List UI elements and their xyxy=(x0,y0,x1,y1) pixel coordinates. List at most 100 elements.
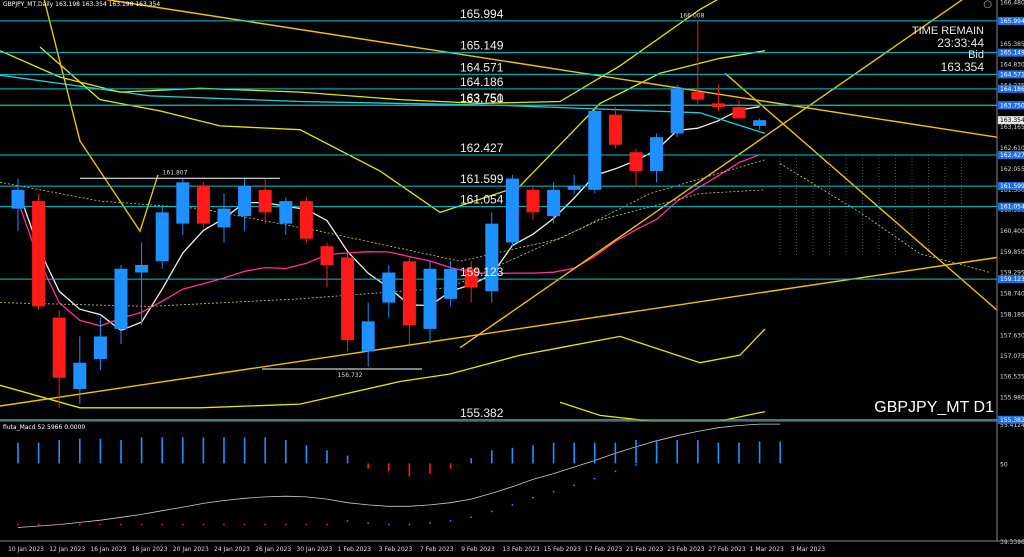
price-tick: 157.630 xyxy=(1000,332,1024,339)
candle-body[interactable] xyxy=(176,182,190,224)
envelope-lower-2 xyxy=(559,401,766,422)
time-tick: 13 Feb 2023 xyxy=(502,546,540,553)
candle-body[interactable] xyxy=(135,265,149,273)
price-tick: 158.740 xyxy=(1000,291,1024,298)
price-tick: 159.295 xyxy=(1000,270,1024,277)
level-label: 164.186 xyxy=(460,75,504,89)
candle-body[interactable] xyxy=(299,201,313,239)
candle-body[interactable] xyxy=(155,212,169,262)
macd-panel: 55.4124 50 39.3396 xyxy=(17,422,1024,546)
candle-body[interactable] xyxy=(608,114,622,145)
candle-body[interactable] xyxy=(711,103,725,108)
candle-body[interactable] xyxy=(464,268,478,288)
candle-body[interactable] xyxy=(341,257,355,341)
price-tag xyxy=(998,16,1024,25)
candle-body[interactable] xyxy=(217,208,231,228)
candle-body[interactable] xyxy=(52,317,66,378)
price-tick: 162.055 xyxy=(1000,166,1024,173)
swing-label: 156.732 xyxy=(338,372,363,379)
macd-dot xyxy=(264,523,267,526)
price-tag xyxy=(998,275,1024,284)
price-axis: 166.480165.940165.385164.830164.275163.7… xyxy=(0,0,1024,542)
macd-signal-line xyxy=(17,423,781,528)
level-label: 164.571 xyxy=(460,60,504,74)
macd-dot xyxy=(181,523,184,526)
price-tick: 156.535 xyxy=(1000,373,1024,380)
candle-body[interactable] xyxy=(753,120,767,126)
candle-body[interactable] xyxy=(423,268,437,329)
macd-bar xyxy=(470,458,472,464)
time-tick: 20 Jan 2023 xyxy=(173,546,209,553)
current-price-tag xyxy=(998,116,1024,125)
macd-dot xyxy=(429,522,431,524)
candle-body[interactable] xyxy=(526,189,540,213)
macd-dot xyxy=(223,523,225,526)
candle-body[interactable] xyxy=(382,272,396,303)
candle-body[interactable] xyxy=(238,186,252,217)
candle-body[interactable] xyxy=(691,92,705,100)
candle-body[interactable] xyxy=(196,186,210,224)
price-tag-text: 161.599 xyxy=(1000,183,1024,190)
candle-body[interactable] xyxy=(320,246,334,266)
candle-body[interactable] xyxy=(279,201,293,224)
candle-body[interactable] xyxy=(732,107,746,119)
level-label: 163.750 xyxy=(460,91,504,105)
macd-dot xyxy=(779,441,782,444)
macd-bar xyxy=(491,450,493,464)
macd-bar xyxy=(17,442,19,464)
macd-bar xyxy=(388,463,390,472)
price-tick: 163.165 xyxy=(1000,124,1024,131)
time-tick: 10 Jan 2023 xyxy=(8,546,44,553)
price-tag-text: 164.571 xyxy=(1000,71,1024,78)
time-remain-value: 23:33:44 xyxy=(937,36,984,50)
price-tick: 165.385 xyxy=(1000,41,1024,48)
macd-dot xyxy=(161,523,164,526)
macd-bar xyxy=(594,442,596,464)
trend-line xyxy=(459,0,964,349)
close-icon[interactable]: ○ xyxy=(983,0,992,10)
candle-body[interactable] xyxy=(588,110,602,190)
candle-body[interactable] xyxy=(258,189,272,213)
candle-body[interactable] xyxy=(11,189,25,209)
time-tick: 7 Feb 2023 xyxy=(420,546,454,553)
candle-body[interactable] xyxy=(114,268,128,329)
macd-dot xyxy=(573,484,576,487)
macd-bar xyxy=(573,442,575,464)
macd-dot xyxy=(532,496,534,499)
macd-bar xyxy=(346,455,349,464)
macd-bar xyxy=(511,447,514,464)
price-tag-text: 165.149 xyxy=(1000,50,1024,57)
macd-bar xyxy=(120,439,122,464)
macd-bar xyxy=(614,442,617,464)
candle-body[interactable] xyxy=(93,336,107,359)
time-axis: 10 Jan 2023 12 Jan 2023 16 Jan 2023 18 Jan … xyxy=(8,546,825,553)
candle-body[interactable] xyxy=(547,189,561,217)
macd-header: fiuta_Macd 52.5966 0.0000 xyxy=(3,424,85,431)
macd-tick: 55.4124 xyxy=(1000,422,1024,429)
macd-bar xyxy=(99,438,102,464)
price-tick: 159.850 xyxy=(1000,249,1024,256)
candle-body[interactable] xyxy=(444,268,458,299)
price-tag-text: 155.382 xyxy=(1000,417,1024,424)
candle-body[interactable] xyxy=(402,261,416,326)
macd-dot xyxy=(758,441,761,444)
macd-bar xyxy=(326,450,328,464)
candle-body[interactable] xyxy=(650,137,664,172)
macd-bar xyxy=(429,463,431,474)
candle-body[interactable] xyxy=(32,201,46,307)
macd-dot xyxy=(202,523,205,526)
macd-dot xyxy=(655,458,658,460)
candle-body[interactable] xyxy=(73,362,87,390)
candle-body[interactable] xyxy=(567,186,581,190)
candle-body[interactable] xyxy=(505,178,519,243)
macd-tick: 39.3396 xyxy=(1000,539,1024,546)
candle-body[interactable] xyxy=(629,152,643,172)
candlesticks[interactable] xyxy=(11,20,767,408)
macd-dot xyxy=(449,520,452,522)
candle-body[interactable] xyxy=(485,223,499,292)
level-label: 161.054 xyxy=(460,193,504,207)
candle-body[interactable] xyxy=(670,88,684,134)
candle-body[interactable] xyxy=(361,321,375,352)
time-tick: 24 Jan 2023 xyxy=(214,546,250,553)
